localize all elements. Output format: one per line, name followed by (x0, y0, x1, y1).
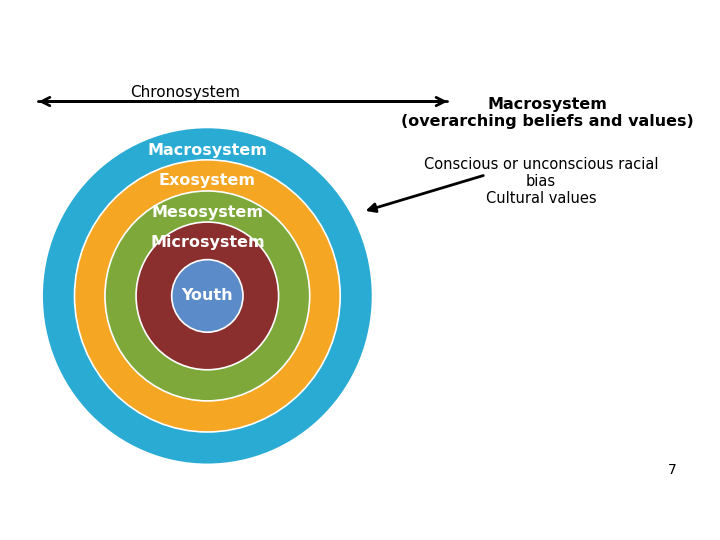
Ellipse shape (136, 222, 279, 370)
Ellipse shape (42, 127, 372, 464)
Ellipse shape (105, 191, 310, 401)
Text: Mesosystem: Mesosystem (151, 206, 264, 220)
Text: Macrosystem: Macrosystem (148, 143, 267, 158)
Text: Youth: Youth (181, 288, 233, 303)
Text: Microsystem: Microsystem (150, 235, 265, 250)
Text: 7: 7 (668, 463, 677, 477)
Text: Conscious or unconscious racial
bias
Cultural values: Conscious or unconscious racial bias Cul… (424, 157, 658, 206)
Text: Exosystem: Exosystem (159, 173, 256, 188)
Text: Macrosystem
(overarching beliefs and values): Macrosystem (overarching beliefs and val… (401, 97, 694, 130)
Ellipse shape (171, 260, 243, 332)
Text: Chronosystem: Chronosystem (130, 85, 240, 99)
Ellipse shape (74, 160, 340, 432)
